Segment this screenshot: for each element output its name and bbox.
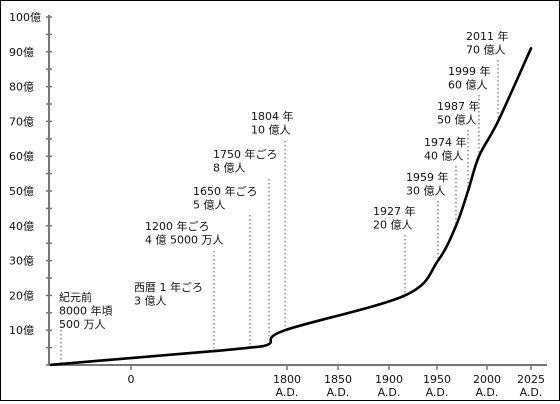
x-tick-label: 2025	[517, 373, 545, 386]
annotation-label: 紀元前	[59, 290, 92, 304]
annotation-leaders	[60, 60, 499, 364]
y-tick-label: 70億	[9, 115, 34, 128]
annotation-label: 1987 年	[437, 99, 480, 113]
annotation-label: 8 億人	[213, 162, 246, 175]
x-tick-label: 1850	[324, 373, 352, 386]
annotation-label: 10 億人	[251, 124, 291, 137]
annotation-label: 8000 年頃	[59, 304, 113, 318]
x-tick-era-label: A.D.	[520, 386, 543, 399]
annotation-label: 1200 年ごろ	[145, 219, 210, 233]
series-group	[49, 47, 533, 367]
population-line	[49, 47, 533, 367]
y-tick-label: 20億	[9, 289, 34, 302]
annotation-label: 1927 年	[373, 204, 416, 218]
annotation-label: 西暦 1 年ごろ	[134, 280, 203, 294]
annotation-label: 20 億人	[373, 219, 413, 232]
annotation-label: 500 万人	[59, 318, 106, 331]
y-tick-label: 10億	[9, 324, 34, 337]
y-tick-label: 40億	[9, 220, 34, 233]
x-tick-label: 0	[128, 373, 135, 386]
annotation-label: 40 億人	[424, 150, 464, 163]
annotation-label: 50 億人	[437, 114, 477, 127]
annotation-label: 70 億人	[466, 44, 506, 57]
annotation-label: 2011 年	[466, 29, 509, 43]
x-tick-label: 1800	[273, 373, 301, 386]
annotation-label: 5 億人	[193, 199, 226, 212]
x-tick-label: 1950	[423, 373, 451, 386]
y-tick-label: 100億	[9, 11, 41, 24]
x-tick-era-label: A.D.	[378, 386, 401, 399]
x-tick-label: 1900	[375, 373, 403, 386]
y-tick-label: 90億	[9, 46, 34, 59]
x-tick-era-label: A.D.	[276, 386, 299, 399]
annotation-label: 60 億人	[448, 79, 488, 92]
annotation-label: 1804 年	[251, 109, 294, 123]
x-tick-era-label: A.D.	[327, 386, 350, 399]
x-axis: 0 1800A.D.1850A.D.1900A.D.1950A.D.2000A.D…	[49, 364, 547, 399]
annotation-label: 1959 年	[406, 170, 449, 184]
y-tick-label: 50億	[9, 185, 34, 198]
y-tick-label: 30億	[9, 255, 34, 268]
annotation-label: 1750 年ごろ	[213, 147, 278, 161]
y-axis: 10億 20億 30億 40億 50億 60億 70億 80億 90億 100億	[9, 11, 52, 366]
y-tick-label: 80億	[9, 81, 34, 94]
x-tick-label: 2000	[473, 373, 501, 386]
annotation-label: 30 億人	[406, 185, 446, 198]
annotation-label: 3 億人	[134, 295, 167, 308]
x-tick-era-label: A.D.	[476, 386, 499, 399]
annotation-label: 1974 年	[424, 135, 467, 149]
annotation-label: 4 億 5000 万人	[145, 234, 223, 247]
annotation-label: 1999 年	[448, 64, 491, 78]
x-tick-era-label: A.D.	[426, 386, 449, 399]
y-tick-label: 60億	[9, 150, 34, 163]
annotation-label: 1650 年ごろ	[193, 184, 258, 198]
